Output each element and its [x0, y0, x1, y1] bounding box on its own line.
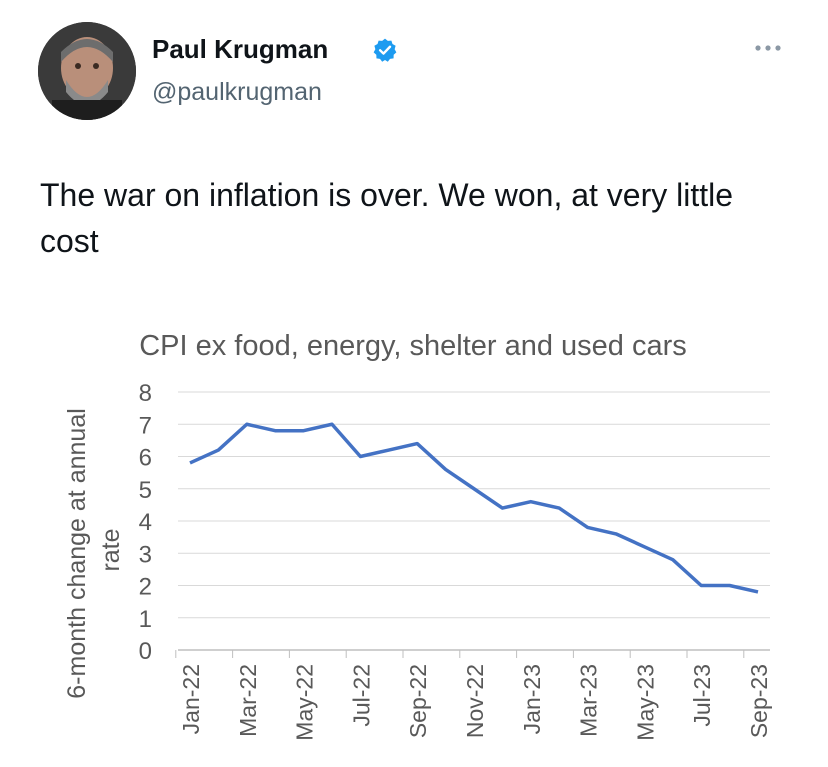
x-tick-label: Jan-23 — [519, 664, 545, 734]
x-tick-label: Sep-22 — [405, 664, 431, 738]
author-handle[interactable]: @paulkrugman — [152, 78, 322, 106]
series-group — [189, 422, 759, 594]
x-tick-label: Mar-22 — [235, 664, 261, 737]
gridlines — [178, 391, 770, 651]
y-tick-label: 6 — [139, 445, 152, 472]
y-tick-label: 0 — [139, 638, 152, 665]
x-tick-label: Sep-23 — [746, 664, 772, 738]
y-tick-label: 2 — [139, 574, 152, 601]
verified-badge-icon — [373, 38, 397, 62]
y-axis-label-line2: rate — [97, 528, 125, 571]
series-line — [189, 422, 759, 594]
chart-title: CPI ex food, energy, shelter and used ca… — [139, 330, 687, 362]
y-axis-label: 6-month change at annual rate — [63, 401, 125, 698]
y-tick-label: 3 — [139, 541, 152, 568]
y-tick-label: 4 — [139, 509, 152, 536]
x-tick-label: May-23 — [632, 664, 658, 741]
x-tick-label: May-22 — [292, 664, 318, 741]
x-tick-label: Jul-23 — [689, 664, 715, 727]
y-tick-label: 8 — [139, 380, 152, 407]
y-tick-label: 1 — [139, 606, 152, 633]
x-tick-labels: Jan-22 Mar-22 May-22 Jul-22 Sep-22 Nov-22 Jan-… — [175, 650, 772, 741]
avatar-image — [38, 22, 136, 120]
x-tick-label: Jul-22 — [348, 664, 374, 727]
author-name[interactable]: Paul Krugman — [152, 34, 329, 64]
cpi-line-chart: CPI ex food, energy, shelter and used ca… — [63, 330, 772, 741]
author-avatar[interactable] — [38, 22, 136, 120]
x-tick-label: Nov-22 — [462, 664, 488, 738]
x-tick-label: Mar-23 — [576, 664, 602, 737]
x-tick-label: Jan-22 — [178, 664, 204, 734]
y-tick-labels: 0 1 2 3 4 5 6 7 8 — [139, 380, 152, 665]
y-tick-label: 7 — [139, 412, 152, 439]
more-horizontal-icon[interactable] — [750, 38, 786, 58]
tweet-text: The war on inflation is over. We won, at… — [40, 177, 734, 259]
y-axis-label-line1: 6-month change at annual — [63, 408, 91, 699]
y-tick-label: 5 — [139, 477, 152, 504]
